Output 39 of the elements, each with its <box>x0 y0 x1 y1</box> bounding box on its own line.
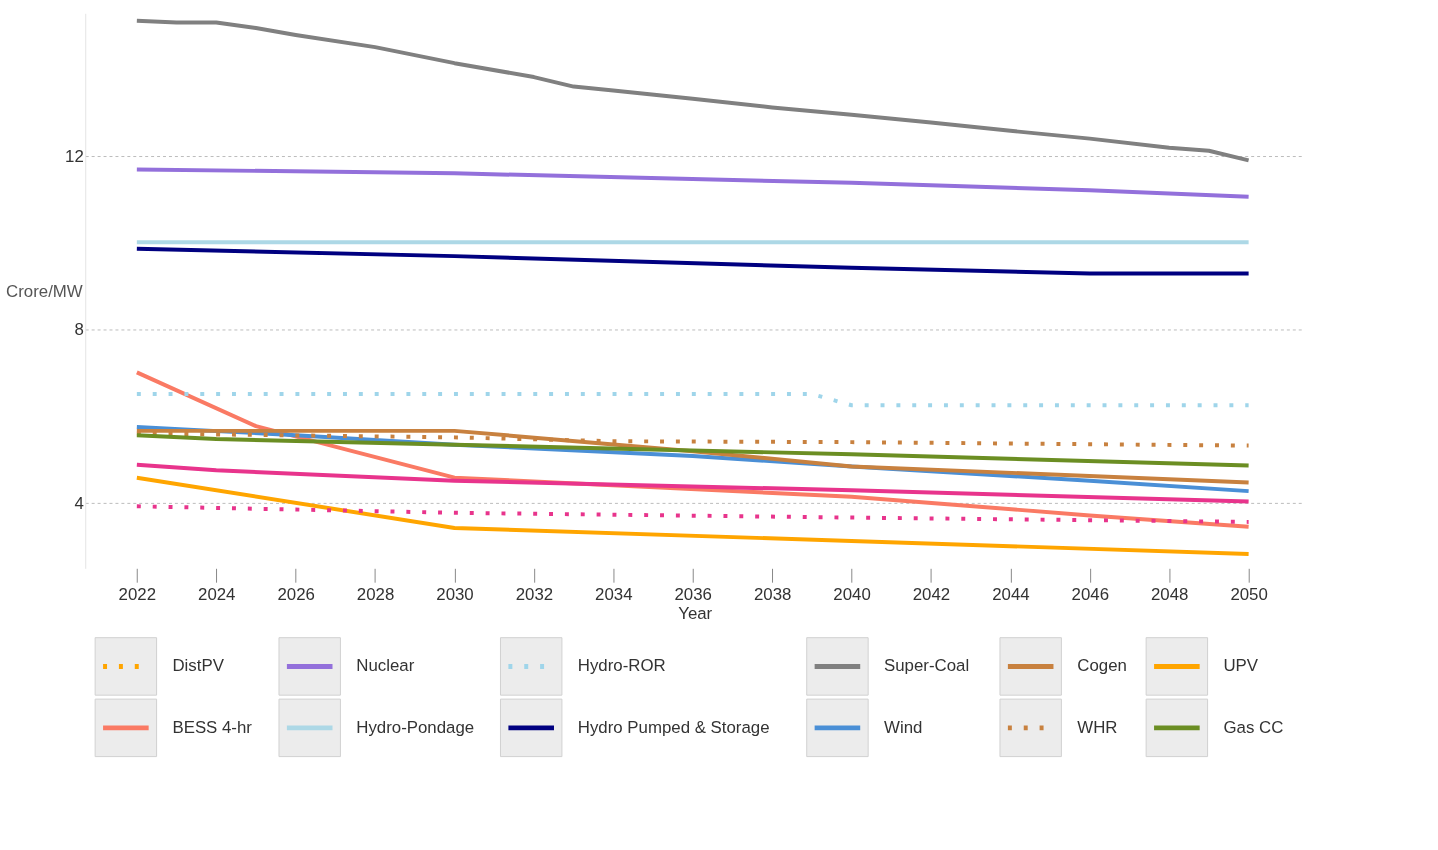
x-tick-label: 2034 <box>595 584 633 604</box>
x-axis-title: Year <box>678 604 713 624</box>
y-tick-label: 8 <box>74 320 84 340</box>
x-tick-label: 2044 <box>992 584 1030 604</box>
legend-label: DistPV <box>172 656 225 676</box>
legend-label: Cogen <box>1077 656 1127 676</box>
legend-label: UPV <box>1223 656 1259 676</box>
x-tick-label: 2038 <box>753 584 792 604</box>
x-tick-label: 2024 <box>198 584 236 604</box>
line-series <box>134 504 1251 524</box>
x-tick-label: 2032 <box>515 584 554 604</box>
y-tick-label: 12 <box>65 146 84 166</box>
y-axis-title: Crore/MW <box>6 282 83 302</box>
x-tick-label: 2046 <box>1071 584 1110 604</box>
legend-label: Hydro Pumped & Storage <box>577 717 770 737</box>
legend-label: Wind <box>884 717 923 737</box>
y-tick-label: 4 <box>74 493 84 513</box>
x-tick-label: 2040 <box>833 584 871 604</box>
legend-label: Hydro-ROR <box>577 656 666 676</box>
x-tick-label: 2022 <box>118 584 157 604</box>
x-tick-label: 2048 <box>1150 584 1189 604</box>
line-series <box>134 433 1251 468</box>
legend-label: Super-Coal <box>884 656 970 676</box>
legend-label: WHR <box>1077 717 1118 737</box>
line-series <box>134 18 1251 163</box>
line-series <box>134 246 1251 276</box>
x-tick-label: 2050 <box>1230 584 1268 604</box>
x-tick-label: 2026 <box>277 584 315 604</box>
x-tick-label: 2042 <box>912 584 951 604</box>
x-tick-label: 2036 <box>674 584 712 604</box>
line-series <box>134 167 1251 199</box>
legend-label: Nuclear <box>356 656 415 676</box>
legend-label: Hydro-Pondage <box>356 717 475 737</box>
legend-label: Gas CC <box>1223 717 1284 737</box>
x-tick-label: 2028 <box>356 584 395 604</box>
x-tick-label: 2030 <box>436 584 474 604</box>
line-series <box>134 462 1251 504</box>
line-series <box>134 475 1251 556</box>
legend-label: BESS 4-hr <box>172 717 253 737</box>
